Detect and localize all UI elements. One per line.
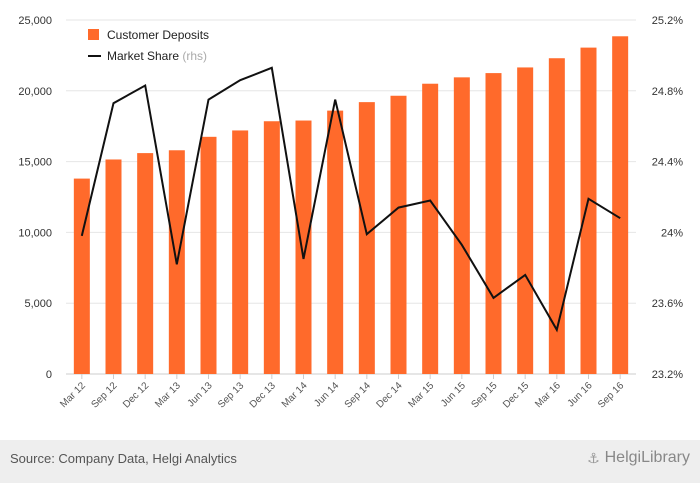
- y-right-tick-label: 24%: [661, 227, 683, 239]
- bar: [358, 102, 375, 375]
- y-right-tick-label: 24.8%: [652, 86, 683, 98]
- x-tick-label: Sep 15: [469, 380, 499, 410]
- bar: [517, 67, 534, 374]
- x-tick-label: Dec 15: [501, 380, 531, 410]
- y-left-tick-label: 0: [46, 369, 52, 381]
- y-axis-right: 23.2% 23.6% 24% 24.4% 24.8% 25.2%: [652, 15, 683, 381]
- y-right-tick-label: 24.4%: [652, 157, 683, 169]
- y-left-tick-label: 10,000: [18, 227, 52, 239]
- line-series-market-share: [80, 66, 621, 333]
- x-tick-label: Jun 15: [439, 380, 468, 409]
- bar: [263, 121, 280, 374]
- bar: [548, 58, 565, 375]
- brand-logo: ⚓ HelgiLibrary: [587, 449, 690, 467]
- source-note: Source: Company Data, Helgi Analytics: [10, 451, 237, 466]
- bar: [105, 159, 122, 374]
- x-tick-label: Jun 14: [312, 380, 341, 409]
- bar: [485, 73, 502, 374]
- x-tick-label: Sep 16: [596, 380, 626, 410]
- legend: Customer Deposits Market Share (rhs): [88, 28, 209, 63]
- footer: Source: Company Data, Helgi Analytics ⚓ …: [0, 440, 700, 483]
- x-tick-label: Mar 14: [280, 380, 310, 410]
- market-share-line: [80, 66, 621, 333]
- bar: [232, 130, 249, 374]
- x-tick-label: Dec 12: [121, 380, 151, 410]
- bar: [73, 178, 90, 374]
- x-tick-label: Dec 14: [374, 380, 404, 410]
- legend-label-customer-deposits: Customer Deposits: [107, 28, 209, 42]
- x-tick-label: Mar 12: [58, 380, 88, 410]
- brand-name: HelgiLibrary: [604, 449, 690, 466]
- x-tick-label: Dec 13: [248, 380, 278, 410]
- y-left-tick-label: 20,000: [18, 86, 52, 98]
- y-right-tick-label: 25.2%: [652, 15, 683, 27]
- bar: [422, 83, 439, 374]
- x-tick-label: Jun 13: [186, 380, 215, 409]
- x-tick-label: Jun 16: [566, 380, 595, 409]
- x-axis: Mar 12 Sep 12 Dec 12 Mar 13 Jun 13 Sep 13 Dec …: [58, 374, 627, 411]
- x-tick-label: Sep 13: [216, 380, 246, 410]
- bar: [327, 110, 344, 375]
- bar: [200, 136, 217, 374]
- y-left-tick-label: 15,000: [18, 157, 52, 169]
- legend-label-market-share: Market Share (rhs): [107, 49, 207, 63]
- x-tick-label: Sep 12: [89, 380, 119, 410]
- y-right-tick-label: 23.6%: [652, 298, 683, 310]
- bar: [612, 36, 629, 375]
- grid-lines: [66, 19, 636, 375]
- bar-series-customer-deposits: [73, 36, 629, 375]
- legend-swatch-customer-deposits: [88, 29, 99, 40]
- y-left-tick-label: 25,000: [18, 15, 52, 27]
- y-axis-left: 0 5,000 10,000 15,000 20,000 25,000: [18, 15, 52, 381]
- x-tick-label: Mar 13: [153, 380, 183, 410]
- bar: [295, 120, 312, 374]
- x-tick-label: Mar 15: [407, 380, 437, 410]
- y-right-tick-label: 23.2%: [652, 369, 683, 381]
- legend-rhs-note: (rhs): [182, 49, 207, 63]
- bar: [453, 77, 470, 375]
- bar: [580, 47, 597, 374]
- chart: 0 5,000 10,000 15,000 20,000 25,000 23.2% 23.6…: [18, 15, 683, 411]
- x-tick-label: Mar 16: [533, 380, 563, 410]
- y-left-tick-label: 5,000: [24, 298, 52, 310]
- bar: [137, 153, 154, 374]
- x-tick-label: Sep 14: [343, 380, 373, 410]
- ship-icon: ⚓: [587, 449, 600, 466]
- bar: [390, 95, 407, 375]
